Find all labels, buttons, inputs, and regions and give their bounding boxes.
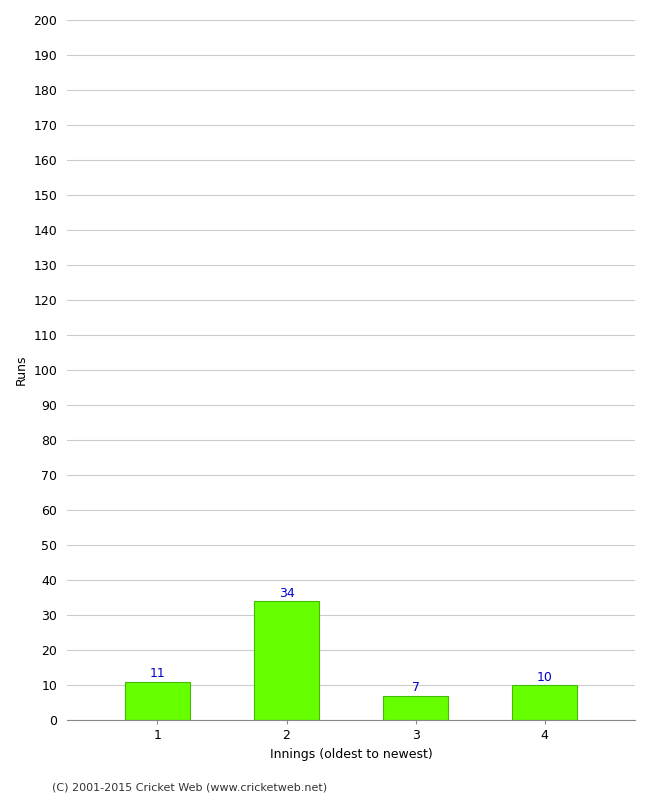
- X-axis label: Innings (oldest to newest): Innings (oldest to newest): [270, 748, 432, 761]
- Bar: [512, 686, 577, 721]
- Text: 7: 7: [411, 681, 420, 694]
- Text: 11: 11: [150, 667, 165, 680]
- Text: 34: 34: [279, 586, 294, 599]
- Y-axis label: Runs: Runs: [15, 355, 28, 386]
- Text: 10: 10: [537, 670, 552, 684]
- Text: (C) 2001-2015 Cricket Web (www.cricketweb.net): (C) 2001-2015 Cricket Web (www.cricketwe…: [52, 782, 327, 792]
- Bar: [254, 602, 318, 721]
- Bar: [384, 696, 448, 721]
- Bar: [125, 682, 190, 721]
